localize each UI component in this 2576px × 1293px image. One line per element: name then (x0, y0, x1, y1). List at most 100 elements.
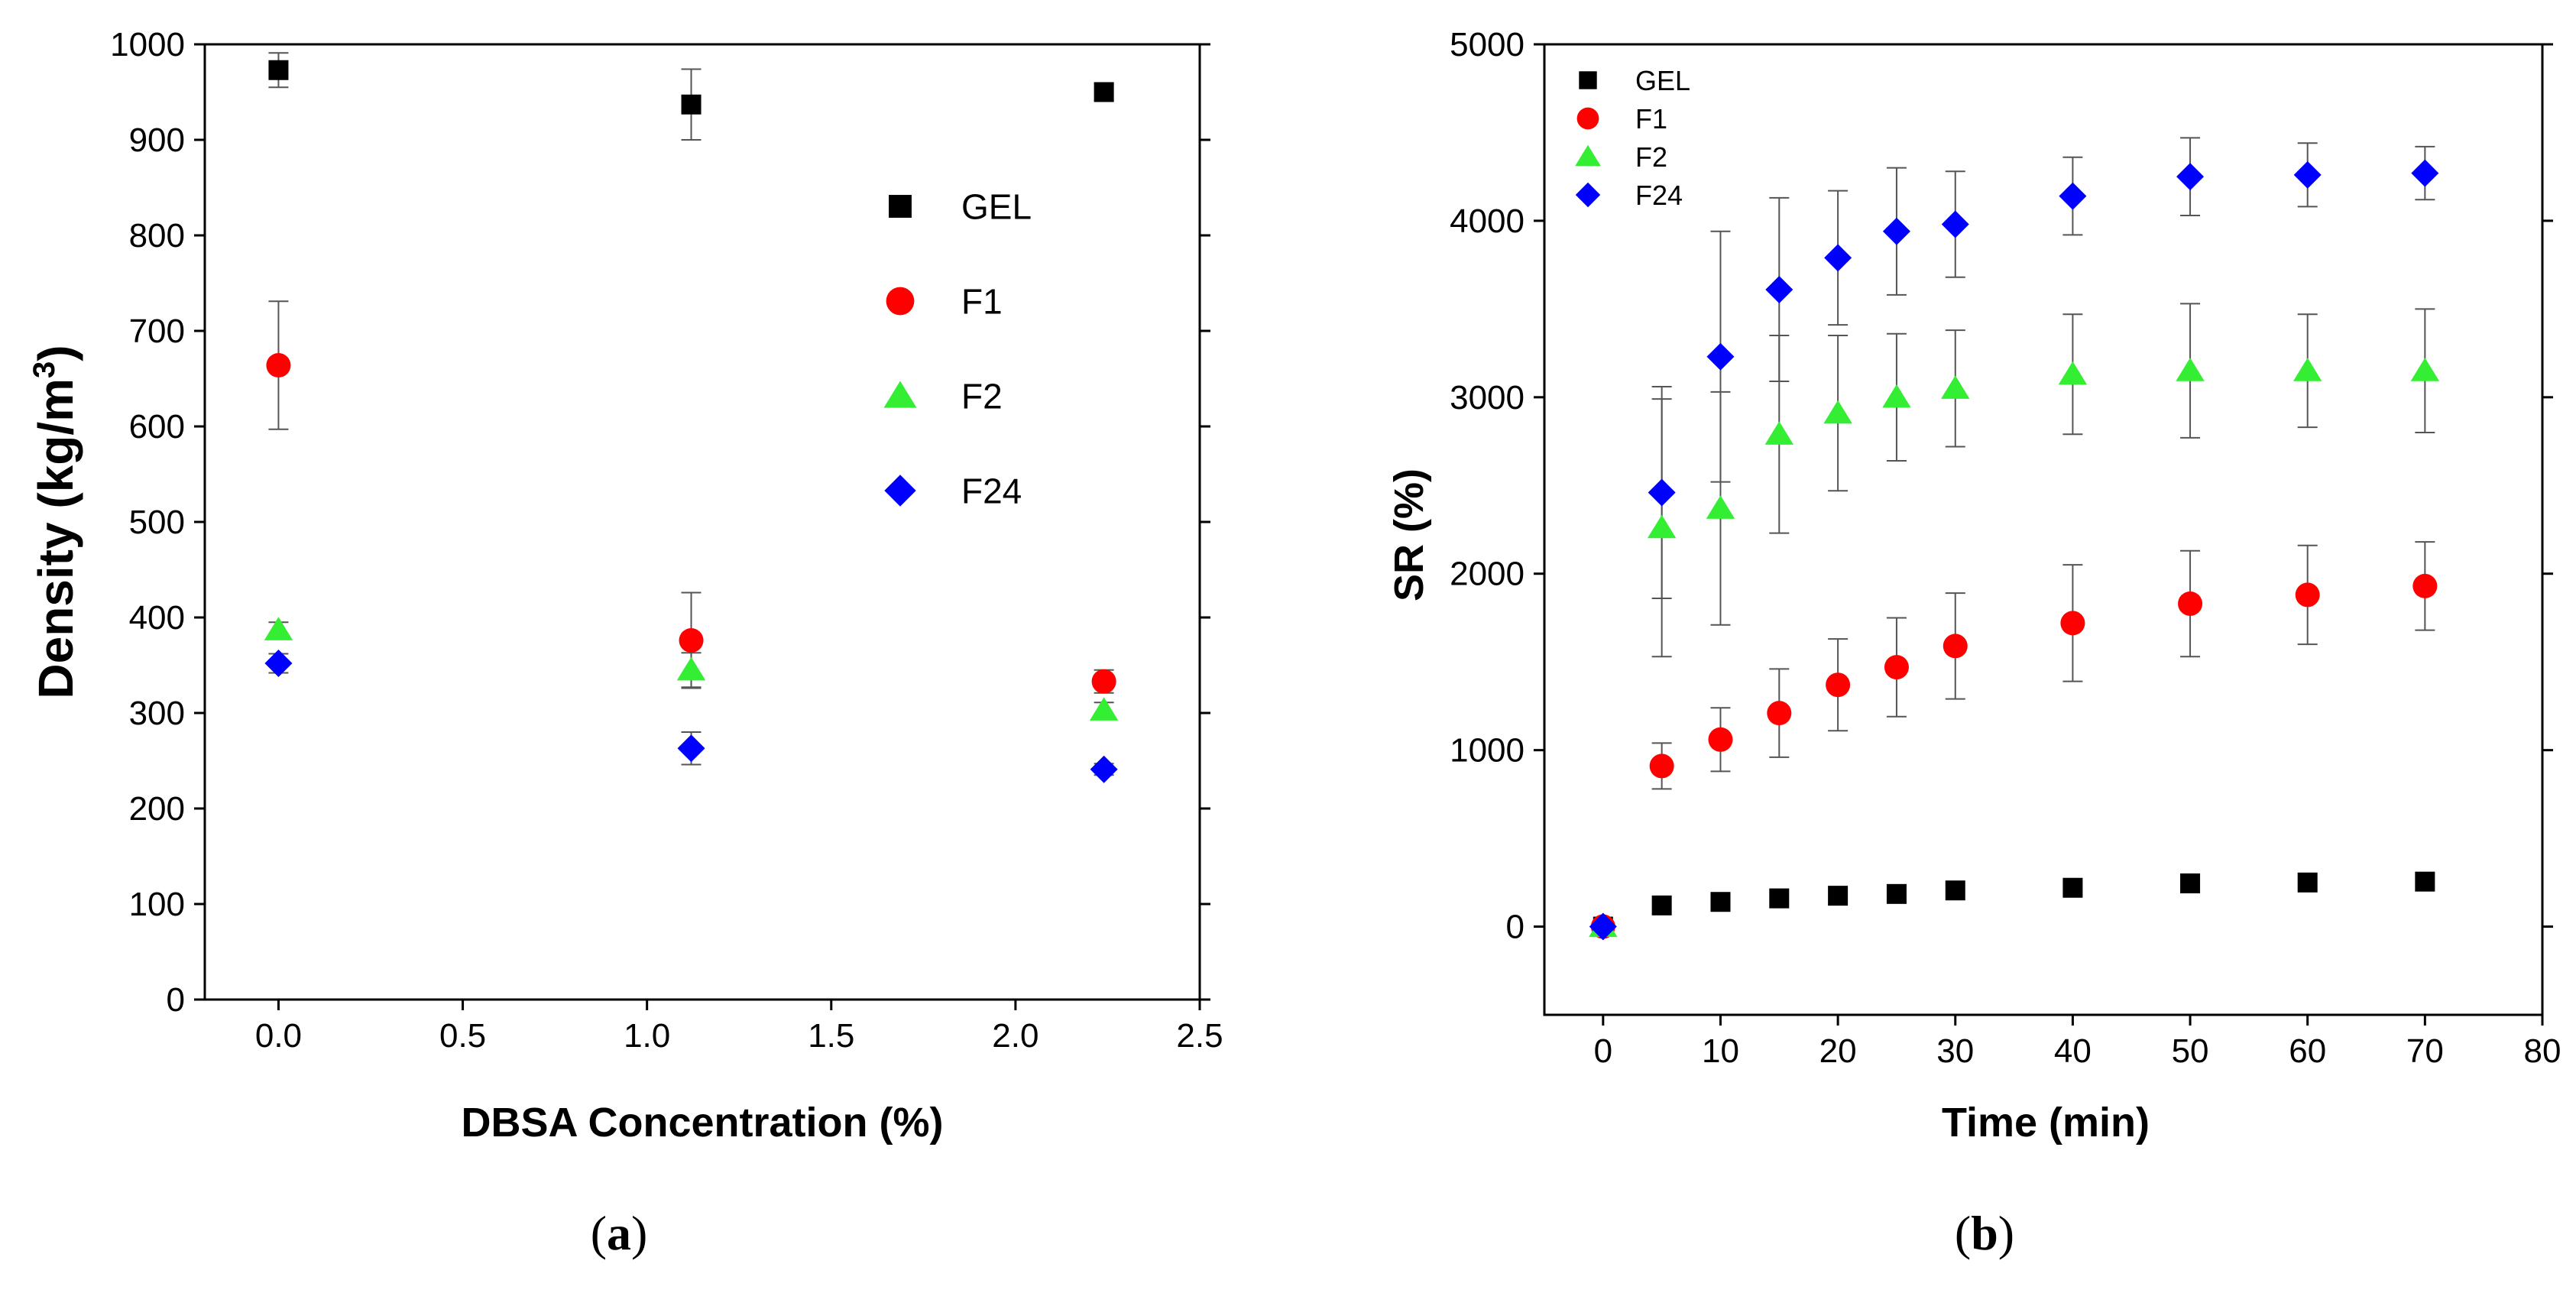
data-point-f1 (2178, 591, 2203, 616)
legend-item-f24: F24 (884, 472, 1022, 511)
data-point-gel (1886, 883, 1907, 904)
panel-b-swelling-ratio-chart: 0 10 20 30 40 50 60 70 80 0 1000 2000 3000 4000 5000 G… (1386, 26, 2561, 1260)
x-tick-label: 60 (2289, 1032, 2326, 1070)
data-point-f1 (2295, 582, 2320, 608)
data-point-f1 (1091, 669, 1116, 694)
data-point-gel (2415, 871, 2435, 892)
y-axis-label: Density (kg/m3) (28, 345, 83, 698)
data-point-f24 (2059, 182, 2087, 210)
panel-a-density-chart: 0.0 0.5 1.0 1.5 2.0 2.5 0 100 200 300 400 500 600 700… (28, 26, 1223, 1260)
data-point-f1 (1649, 753, 1674, 779)
plot-area-frame (1543, 43, 2544, 1016)
data-point-f24 (1941, 210, 1969, 238)
legend-marker-f2 (883, 381, 917, 408)
data-point-f24 (264, 650, 293, 677)
axis-ticks: 0.0 0.5 1.0 1.5 2.0 2.5 0 100 200 300 400 500 600 700… (110, 26, 1223, 1055)
x-tick-label: 0.5 (439, 1017, 486, 1055)
data-point-gel (1710, 892, 1731, 912)
x-tick-label: 20 (1819, 1032, 1857, 1070)
data-point-f2 (2293, 358, 2322, 381)
data-point-gel (1094, 82, 1114, 102)
y-tick-label: 300 (129, 695, 185, 732)
legend-item-f2: F2 (883, 377, 1003, 416)
data-point-f24 (2293, 160, 2322, 189)
data-point-f24 (1765, 275, 1793, 303)
legend-marker-f2 (1575, 144, 1601, 167)
data-point-f2 (676, 656, 706, 681)
y-tick-label: 2000 (1450, 556, 1525, 593)
legend: GEL F1 F2 F24 (1575, 65, 1690, 211)
x-tick-label: 1.5 (808, 1017, 854, 1055)
legend-label: F2 (1635, 141, 1667, 173)
data-point-f2 (1089, 697, 1119, 721)
data-point-f24 (1824, 244, 1852, 272)
legend-marker-f1 (1576, 107, 1599, 130)
y-tick-label: 0 (1506, 909, 1525, 946)
data-points (264, 60, 1119, 783)
legend-marker-f24 (884, 475, 916, 507)
data-point-f2 (1764, 421, 1793, 445)
legend-label: GEL (961, 187, 1032, 227)
legend-label: GEL (1635, 65, 1690, 96)
data-point-f2 (2410, 358, 2440, 381)
y-tick-label: 4000 (1450, 203, 1525, 240)
legend-label: F24 (1635, 180, 1683, 211)
legend: GEL F1 F2 F24 (883, 187, 1032, 511)
data-point-f2 (2176, 358, 2205, 381)
data-point-f24 (1090, 755, 1118, 783)
legend-item-f1: F1 (1576, 103, 1667, 134)
legend-item-f2: F2 (1575, 141, 1667, 173)
y-tick-label: 3000 (1450, 379, 1525, 416)
y-tick-label: 1000 (1450, 732, 1525, 770)
y-tick-label: 200 (129, 790, 185, 828)
x-axis-label: DBSA Concentration (%) (462, 1100, 944, 1146)
data-point-f1 (1826, 672, 1851, 698)
data-point-gel (1945, 880, 1965, 901)
x-tick-label: 70 (2406, 1032, 2444, 1070)
y-tick-label: 400 (129, 599, 185, 637)
legend-item-gel: GEL (889, 187, 1032, 227)
data-point-f1 (2060, 611, 2085, 636)
y-tick-label: 5000 (1450, 26, 1525, 63)
x-tick-label: 0 (1594, 1032, 1612, 1070)
legend-item-f1: F1 (886, 282, 1003, 322)
data-point-gel (2297, 872, 2318, 893)
y-tick-label: 100 (129, 886, 185, 923)
data-point-f1 (679, 628, 704, 653)
axis-ticks: 0 10 20 30 40 50 60 70 80 0 1000 2000 3000 4000 5000 (1450, 26, 2561, 1070)
x-tick-label: 10 (1702, 1032, 1739, 1070)
y-tick-label: 700 (129, 313, 185, 350)
data-point-f24 (1882, 217, 1910, 245)
data-point-f1 (1884, 655, 1909, 680)
x-axis-label: Time (min) (1942, 1100, 2150, 1146)
data-point-f24 (1589, 912, 1617, 941)
y-tick-label: 0 (167, 981, 185, 1019)
data-point-f24 (677, 734, 705, 763)
legend-item-gel: GEL (1579, 65, 1690, 96)
x-tick-label: 40 (2054, 1032, 2092, 1070)
data-point-f1 (266, 353, 291, 378)
data-point-f2 (1706, 495, 1735, 519)
legend-item-f24: F24 (1575, 180, 1683, 211)
data-points (1589, 159, 2440, 941)
legend-marker-gel (1579, 71, 1597, 89)
data-point-f2 (264, 617, 293, 640)
x-tick-label: 1.0 (624, 1017, 670, 1055)
panel-caption-a: (a) (591, 1206, 648, 1260)
data-point-gel (2180, 873, 2201, 893)
data-point-gel (268, 60, 289, 80)
panel-caption-b: (b) (1955, 1206, 2014, 1260)
data-point-gel (681, 94, 702, 115)
data-point-gel (1769, 888, 1790, 909)
legend-label: F1 (1635, 103, 1667, 134)
y-tick-label: 900 (129, 122, 185, 159)
data-point-gel (1651, 895, 1672, 915)
y-tick-label: 800 (129, 217, 185, 254)
y-tick-label: 600 (129, 408, 185, 446)
y-tick-label: 1000 (110, 26, 185, 63)
x-tick-label: 50 (2172, 1032, 2209, 1070)
data-point-gel (1828, 886, 1849, 906)
x-tick-label: 80 (2524, 1032, 2561, 1070)
data-point-f1 (1708, 727, 1733, 752)
